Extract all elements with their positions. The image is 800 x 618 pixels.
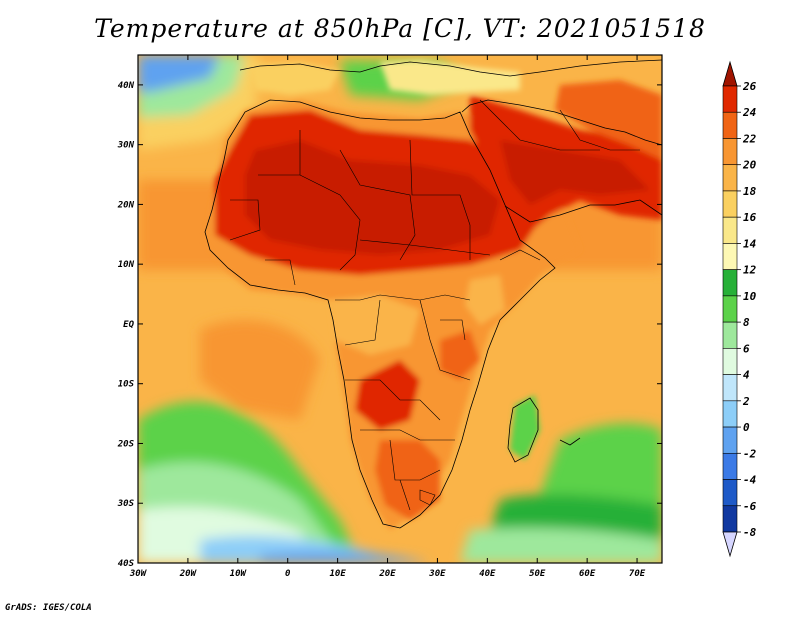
lon-tick-label: 10W [230,569,248,579]
colorbar-label: 18 [743,185,757,198]
colorbar-label: 24 [742,106,757,119]
colorbar-label: 12 [743,264,757,277]
colorbar-box [722,164,738,192]
colorbar-label: -4 [743,474,757,487]
colorbar-label: -8 [743,526,757,539]
lon-tick-label: 50E [529,569,546,579]
lat-tick-label: EQ [123,320,134,330]
lat-tick-label: 40S [118,559,135,569]
colorbar-label: 14 [743,237,757,250]
colorbar-box [722,295,738,323]
lon-tick-label: 30E [428,569,446,579]
colorbar-box [722,138,738,166]
colorbar-box [722,111,738,139]
colorbar-label: -6 [743,500,757,513]
longitude-ticks: 30W 20W 10W 0 10E 20E 30E 40E 50E 60E 70E [129,55,646,579]
colorbar-box [722,400,738,428]
colorbar-top-arrow [722,60,738,87]
colorbar-box [722,321,738,349]
lat-tick-label: 30S [117,499,135,509]
lon-tick-label: 30W [129,569,148,579]
colorbar-label: 6 [743,342,750,355]
lon-tick-label: 20W [179,569,198,579]
colorbar-box [722,452,738,480]
temperature-field [138,55,662,563]
colorbar-bottom-arrow [722,531,738,558]
lat-tick-label: 40N [118,81,135,91]
colorbar-box [722,426,738,454]
coastlines [204,59,662,529]
latitude-ticks: 40N 30N 20N 10N EQ 10S 20S 30S 40S [117,81,662,569]
colorbar-box [722,243,738,270]
lat-tick-label: 10S [118,380,135,390]
colorbar-label: 2 [742,395,750,408]
colorbar-box [722,505,738,533]
colorbar-box [722,479,738,507]
colorbar-label: 20 [742,159,757,172]
colorbar-label: 10 [743,290,757,303]
lon-tick-label: 0 [285,569,291,579]
map-frame [137,54,663,564]
lat-tick-label: 20N [117,200,135,210]
country-borders [229,99,640,511]
lat-tick-label: 30N [117,141,135,151]
colorbar-box [722,85,738,113]
colorbar-box [722,216,738,244]
colorbar-box [722,190,738,218]
lon-tick-label: 20E [378,569,396,579]
colorbar-label: 26 [742,80,757,93]
colorbar-label: -2 [743,447,757,460]
colorbar-label: 8 [743,316,750,329]
grads-credit: GrADS: IGES/COLA [5,603,92,613]
colorbar-box [722,348,738,375]
colorbar-box [722,269,738,297]
lat-tick-label: 10N [118,260,135,270]
colorbar-label: 22 [742,132,757,145]
map-title: Temperature at 850hPa [C], VT: 202105151… [94,14,706,43]
colorbar-label: 16 [743,211,757,224]
lat-tick-label: 20S [117,439,135,449]
lon-tick-label: 60E [579,569,596,579]
lon-tick-label: 70E [629,569,646,579]
lon-tick-label: 10E [329,569,346,579]
colorbar-box [722,374,738,402]
colorbar-label: 4 [743,369,750,382]
lon-tick-label: 40E [479,569,496,579]
colorbar-label: 0 [743,421,750,434]
